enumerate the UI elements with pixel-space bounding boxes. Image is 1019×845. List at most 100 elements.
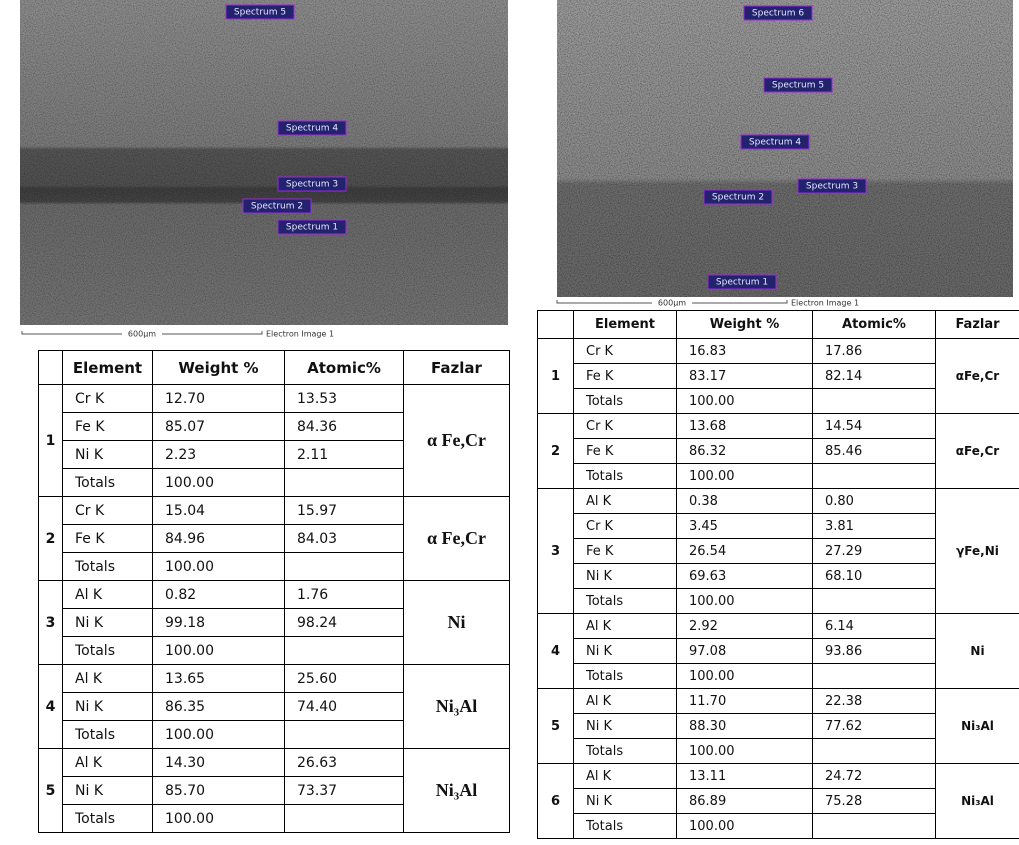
label-box [740, 134, 810, 150]
phase-cell: γFe,Ni [935, 488, 1019, 614]
sem-image-right: Spectrum 6 Spectrum 5 Spectrum 4 Spectrum 3… [556, 0, 1013, 308]
data-row: Ni K 86.89 75.28 [538, 788, 1019, 814]
scale-text: 600µm [658, 299, 686, 308]
data-row: 3 Al K 0.38 0.80 γFe,Ni [537, 488, 1019, 614]
label-text: Spectrum 2 [712, 193, 764, 203]
element-cell: Totals [573, 463, 677, 489]
label-box [707, 274, 777, 290]
header-row: Element Weight % Atomic% Fazlar [537, 310, 1019, 339]
value-cell: 15.04 [152, 496, 285, 525]
element-cell: Al K [62, 580, 153, 609]
header-cell: Weight % [152, 350, 285, 385]
spectrum-id: 6 [537, 763, 574, 839]
element-cell: Al K [62, 748, 153, 777]
element-cell: Cr K [62, 496, 153, 525]
value-cell: 14.54 [812, 413, 936, 439]
value-cell: 69.63 [676, 563, 813, 589]
value-cell: 13.53 [284, 384, 404, 413]
data-row: 1 Cr K 16.83 17.86 αFe,Cr [537, 338, 1019, 414]
spectrum-label: Spectrum 3 [797, 178, 867, 194]
value-cell: 68.10 [812, 563, 936, 589]
label-box [703, 189, 773, 205]
spectrum-label: Spectrum 2 [242, 198, 312, 214]
eds-table: Element Weight % Atomic% Fazlar 1 Cr K 16.83 17… [537, 310, 1019, 839]
element-cell: Ni K [62, 440, 153, 469]
element-cell: Totals [573, 738, 677, 764]
value-cell: 100.00 [676, 813, 813, 839]
scale-bg [652, 297, 692, 307]
data-row: Fe K 83.17 82.14 [538, 363, 1019, 389]
element-cell: Ni K [573, 788, 677, 814]
value-cell: 27.29 [812, 538, 936, 564]
value-cell: 88.30 [676, 713, 813, 739]
label-box [277, 176, 347, 192]
value-cell: 77.62 [812, 713, 936, 739]
value-cell: 0.80 [812, 488, 936, 514]
label-text: Spectrum 2 [251, 202, 303, 212]
value-cell: 3.45 [676, 513, 813, 539]
label-text: Spectrum 3 [806, 182, 858, 192]
label-text: Spectrum 1 [286, 223, 338, 233]
element-cell: Cr K [573, 338, 677, 364]
data-row: Totals 100.00 [538, 588, 1019, 614]
element-cell: Fe K [573, 438, 677, 464]
empty-cell [812, 738, 936, 764]
label-box [225, 4, 295, 20]
spectrum-label: Spectrum 1 [707, 274, 777, 290]
empty-cell [812, 463, 936, 489]
header-cell: Fazlar [935, 310, 1019, 339]
element-cell: Totals [573, 388, 677, 414]
value-cell: 100.00 [676, 463, 813, 489]
element-cell: Fe K [62, 524, 153, 553]
value-cell: 100.00 [152, 468, 285, 497]
empty-cell [284, 804, 404, 833]
data-row: Ni K 2.23 2.11 [39, 440, 510, 469]
value-cell: 26.63 [284, 748, 404, 777]
value-cell: 0.38 [676, 488, 813, 514]
element-cell: Ni K [573, 638, 677, 664]
value-cell: 25.60 [284, 664, 404, 693]
element-cell: Ni K [573, 713, 677, 739]
spectrum-id: 3 [38, 580, 63, 665]
phase-cell: αFe,Cr [935, 338, 1019, 414]
data-row: Totals 100.00 [538, 813, 1019, 839]
element-cell: Al K [573, 688, 677, 714]
value-cell: 15.97 [284, 496, 404, 525]
sem-image-left: Spectrum 5 Spectrum 4 Spectrum 3 Spectrum 2… [20, 0, 508, 339]
value-cell: 22.38 [812, 688, 936, 714]
value-cell: 13.11 [676, 763, 813, 789]
label-box [242, 198, 312, 214]
value-cell: 16.83 [676, 338, 813, 364]
element-cell: Cr K [573, 513, 677, 539]
data-row: Ni K 86.35 74.40 [39, 692, 510, 721]
value-cell: 86.89 [676, 788, 813, 814]
element-cell: Ni K [573, 563, 677, 589]
value-cell: 2.11 [284, 440, 404, 469]
value-cell: 100.00 [676, 388, 813, 414]
phase-cell: αFe,Cr [935, 413, 1019, 489]
label-box [763, 77, 833, 93]
data-row: Totals 100.00 [538, 663, 1019, 689]
data-row: Cr K 3.45 3.81 [538, 513, 1019, 539]
value-cell: 17.86 [812, 338, 936, 364]
header-cell: Element [573, 310, 677, 339]
data-row: Totals 100.00 [39, 720, 510, 749]
table-body: Element Weight % Atomic% Fazlar 1 Cr K 12.70 13… [38, 350, 510, 833]
value-cell: 100.00 [676, 738, 813, 764]
phase-cell: Ni [403, 580, 510, 665]
element-cell: Al K [62, 664, 153, 693]
empty-cell [812, 813, 936, 839]
data-row: Ni K 99.18 98.24 [39, 608, 510, 637]
phase-cell: α Fe,Cr [403, 384, 510, 497]
value-cell: 84.03 [284, 524, 404, 553]
value-cell: 12.70 [152, 384, 285, 413]
image-caption: Electron Image 1 [266, 330, 334, 339]
value-cell: 0.82 [152, 580, 285, 609]
data-row: 6 Al K 13.11 24.72 Ni₃Al [537, 763, 1019, 839]
spectrum-label: Spectrum 1 [277, 219, 347, 235]
element-cell: Totals [62, 468, 153, 497]
element-cell: Fe K [62, 412, 153, 441]
empty-cell [284, 720, 404, 749]
data-row: 4 Al K 2.92 6.14 Ni [537, 613, 1019, 689]
label-text: Spectrum 4 [749, 138, 801, 148]
